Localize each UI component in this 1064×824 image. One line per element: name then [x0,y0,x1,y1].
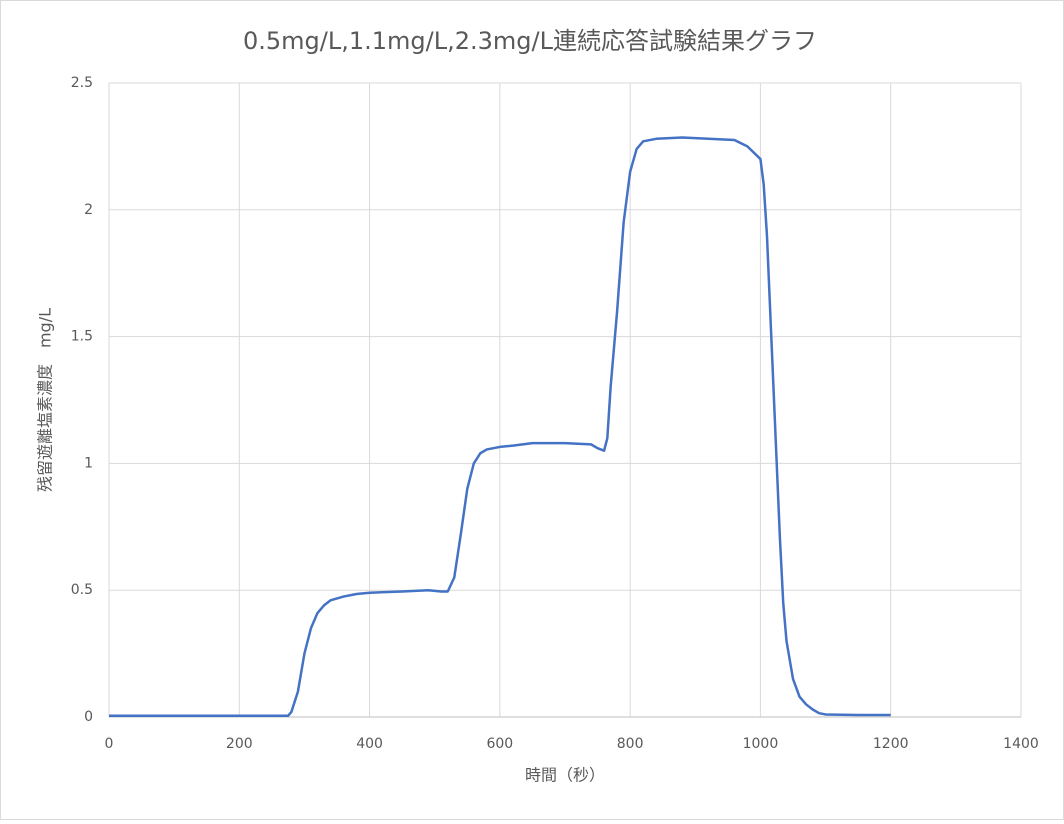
x-tick-label: 1000 [743,736,779,752]
y-tick-label: 0.5 [71,582,93,598]
x-tick-label: 0 [105,736,114,752]
chart-title: 0.5mg/L,1.1mg/L,2.3mg/L連続応答試験結果グラフ [243,27,817,55]
x-tick-label: 200 [226,736,253,752]
x-tick-label: 800 [617,736,644,752]
y-tick-label: 0 [84,709,93,725]
y-tick-label: 2 [84,202,93,218]
y-tick-label: 1 [84,455,93,471]
x-tick-label: 600 [486,736,513,752]
y-tick-label: 1.5 [71,329,93,345]
x-axis-title: 時間（秒） [525,766,605,785]
y-axis-title: 残留遊離塩素濃度 mg/L [36,308,55,492]
y-tick-label: 2.5 [71,75,93,91]
x-tick-label: 1400 [1003,736,1039,752]
x-tick-label: 400 [356,736,383,752]
x-tick-label: 1200 [873,736,909,752]
data-line [109,136,891,717]
